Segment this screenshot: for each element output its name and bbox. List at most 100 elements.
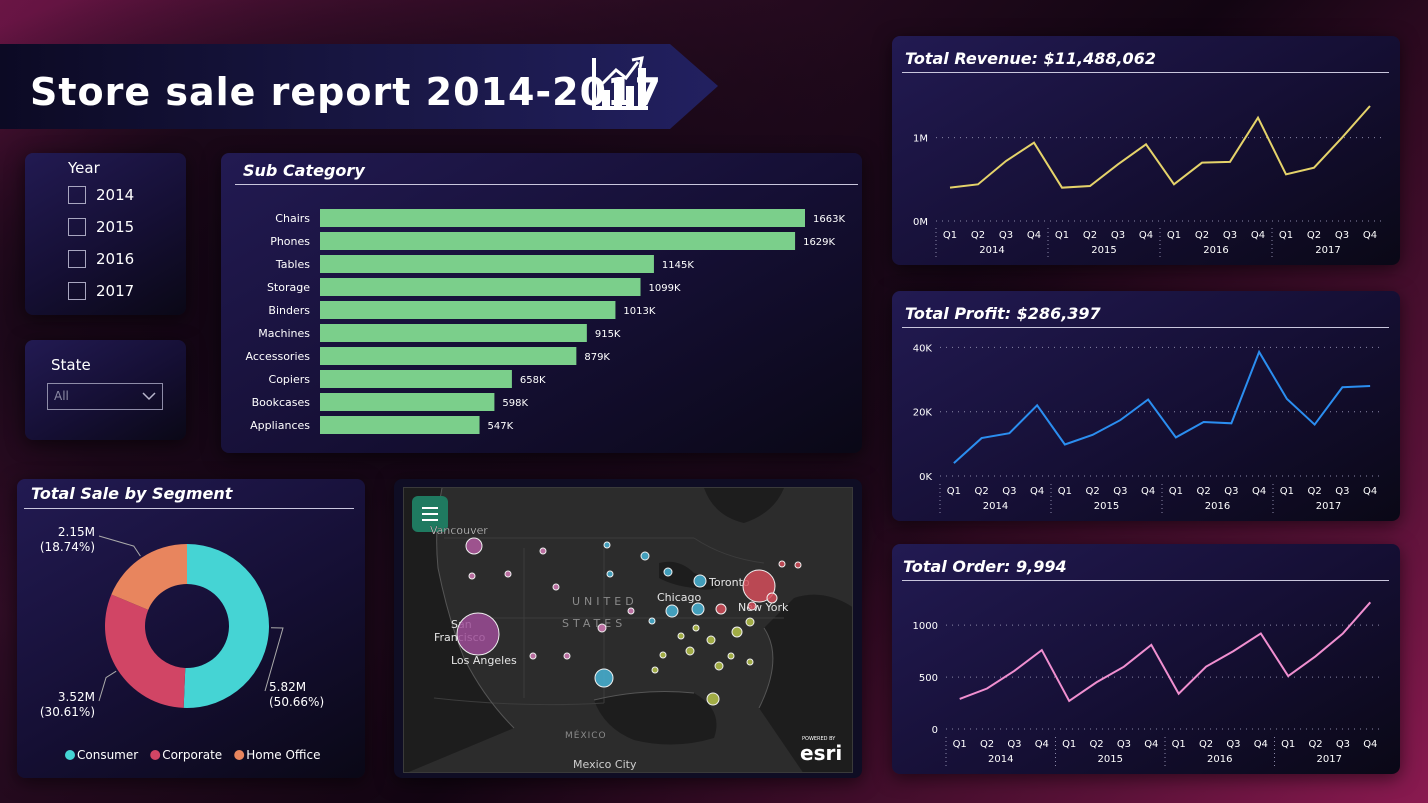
- x-tick-label: Q2: [980, 739, 994, 750]
- year-option-label: 2016: [96, 250, 135, 268]
- x-tick-label: Q3: [1007, 739, 1021, 750]
- x-tick-label: Q2: [1307, 230, 1321, 241]
- year-option-label: 2014: [96, 186, 135, 204]
- year-label: 2015: [1094, 501, 1119, 512]
- legend-marker: [150, 750, 161, 760]
- bar: [320, 416, 480, 434]
- subcategory-chart-panel: Sub Category Chairs 1663K Phones 1629K Table…: [221, 153, 862, 453]
- bar-value-label: 1629K: [803, 237, 835, 248]
- checkbox[interactable]: [68, 282, 86, 300]
- x-tick-label: Q2: [1199, 739, 1213, 750]
- year-label: 2017: [1316, 501, 1341, 512]
- x-tick-label: Q4: [1252, 486, 1266, 497]
- x-tick-label: Q3: [1002, 486, 1016, 497]
- slice-value-label: 5.82M: [269, 680, 306, 694]
- x-tick-label: Q2: [975, 486, 989, 497]
- bar: [320, 393, 495, 411]
- bar-value-label: 547K: [488, 421, 514, 432]
- bar-category-label: Copiers: [269, 373, 311, 386]
- bar-value-label: 1663K: [813, 214, 845, 225]
- bar: [320, 255, 654, 273]
- slice-percent-label: (30.61%): [40, 705, 95, 719]
- x-tick-label: Q2: [1308, 486, 1322, 497]
- revenue-chart-title: Total Revenue: $11,488,062: [905, 49, 1156, 68]
- bar-value-label: 1013K: [623, 306, 655, 317]
- title-banner: [0, 44, 718, 129]
- x-tick-label: Q4: [1254, 739, 1268, 750]
- x-tick-label: Q2: [1308, 739, 1322, 750]
- bar-category-label: Bookcases: [252, 396, 311, 409]
- x-tick-label: Q4: [1027, 230, 1041, 241]
- x-tick-label: Q1: [1167, 230, 1181, 241]
- x-tick-label: Q3: [1335, 486, 1349, 497]
- x-tick-label: Q3: [1111, 230, 1125, 241]
- y-tick-label: 0M: [913, 217, 928, 228]
- year-option-label: 2015: [96, 218, 135, 236]
- checkbox[interactable]: [68, 250, 86, 268]
- bar-value-label: 658K: [520, 375, 546, 386]
- donut-slice: [183, 544, 269, 708]
- x-tick-label: Q1: [1279, 230, 1293, 241]
- year-label: 2014: [979, 245, 1004, 256]
- x-tick-label: Q1: [1169, 486, 1183, 497]
- legend-label: Home Office: [246, 748, 320, 762]
- profit-chart-title: Total Profit: $286,397: [905, 304, 1101, 323]
- x-tick-label: Q4: [1363, 739, 1377, 750]
- x-tick-label: Q3: [999, 230, 1013, 241]
- slice-percent-label: (50.66%): [269, 695, 324, 709]
- x-tick-label: Q4: [1139, 230, 1153, 241]
- water-gulf: [594, 691, 717, 745]
- leader-line: [264, 627, 284, 692]
- revenue-chart-panel: Total Revenue: $11,488,062 0M 1M Q1 Q2 Q3 Q4 Q…: [892, 36, 1400, 265]
- x-tick-label: Q1: [947, 486, 961, 497]
- bar: [320, 370, 512, 388]
- bar-value-label: 915K: [595, 329, 621, 340]
- year-label: 2017: [1315, 245, 1340, 256]
- bar-value-label: 1145K: [662, 260, 694, 271]
- bar-category-label: Phones: [270, 235, 310, 248]
- sales-map[interactable]: Vancouver San Francisco Los Angeles Chic…: [403, 487, 853, 773]
- map-menu-button[interactable]: [412, 496, 448, 532]
- x-tick-label: Q2: [1197, 486, 1211, 497]
- bar-chart-icon: [590, 56, 650, 118]
- orders-line-chart: 0 500 1000 Q1 Q2 Q3 Q4 Q1 Q2 Q3 Q4 Q1 Q2 Q3 Q4 Q1 Q2 Q3 Q4…: [913, 601, 1384, 769]
- segment-chart-title: Total Sale by Segment: [31, 484, 233, 503]
- y-tick-label: 1M: [913, 134, 928, 145]
- x-tick-label: Q1: [1281, 739, 1295, 750]
- year-option-2016[interactable]: 2016: [68, 249, 134, 269]
- x-tick-label: Q3: [1226, 739, 1240, 750]
- x-tick-label: Q3: [1223, 230, 1237, 241]
- title-divider: [902, 327, 1389, 328]
- series-line: [959, 601, 1372, 703]
- x-tick-label: Q2: [1195, 230, 1209, 241]
- year-option-2015[interactable]: 2015: [68, 217, 134, 237]
- bar-category-label: Binders: [268, 304, 310, 317]
- checkbox[interactable]: [68, 186, 86, 204]
- bar: [320, 301, 616, 319]
- bar-category-label: Storage: [267, 281, 310, 294]
- x-tick-label: Q3: [1117, 739, 1131, 750]
- title-divider: [902, 72, 1389, 73]
- bar: [320, 347, 577, 365]
- checkbox[interactable]: [68, 218, 86, 236]
- state-dropdown-value: All: [54, 389, 69, 403]
- x-tick-label: Q4: [1144, 739, 1158, 750]
- state-slicer-label: State: [51, 356, 91, 374]
- map-panel: Vancouver San Francisco Los Angeles Chic…: [394, 479, 862, 778]
- year-option-2014[interactable]: 2014: [68, 185, 134, 205]
- leader-line: [98, 670, 117, 702]
- bar-category-label: Machines: [258, 327, 310, 340]
- year-label: 2017: [1317, 754, 1342, 765]
- year-option-2017[interactable]: 2017: [68, 281, 134, 301]
- bar-category-label: Chairs: [275, 212, 310, 225]
- profit-line-chart: 0K 20K 40K Q1 Q2 Q3 Q4 Q1 Q2 Q3 Q4 Q1 Q2 Q3 Q4 Q1 Q2 Q3 Q4…: [913, 343, 1384, 516]
- legend-marker: [65, 750, 75, 760]
- state-dropdown[interactable]: All: [47, 383, 163, 410]
- year-label: 2014: [988, 754, 1013, 765]
- slice-value-label: 3.52M: [58, 690, 95, 704]
- x-tick-label: Q1: [953, 739, 967, 750]
- y-tick-label: 0K: [919, 472, 932, 483]
- slice-percent-label: (18.74%): [40, 540, 95, 554]
- x-tick-label: Q4: [1141, 486, 1155, 497]
- x-tick-label: Q1: [1058, 486, 1072, 497]
